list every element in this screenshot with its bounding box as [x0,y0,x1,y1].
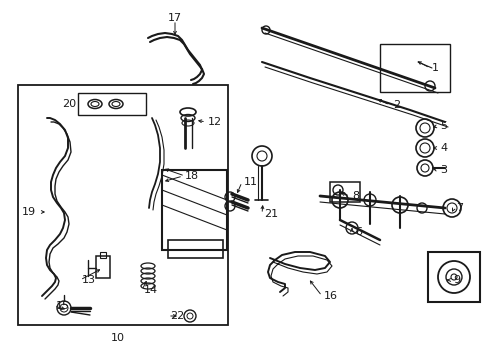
Bar [162,170,226,250]
Text: 18: 18 [184,171,199,181]
Text: 10: 10 [111,333,125,343]
Text: 11: 11 [244,177,258,187]
Text: 7: 7 [455,203,462,213]
Bar [329,182,359,202]
Bar [379,44,449,92]
Text: 14: 14 [143,285,158,295]
Text: 2: 2 [392,100,399,110]
Text: 22: 22 [170,311,184,321]
Text: 5: 5 [439,121,446,131]
Text: 17: 17 [167,13,182,23]
Text: 12: 12 [207,117,222,127]
Text: 19: 19 [22,207,36,217]
Text: 20: 20 [62,99,76,109]
Bar [18,85,227,325]
Text: 6: 6 [354,227,361,237]
Bar [78,93,146,115]
Text: 4: 4 [439,143,446,153]
Text: 8: 8 [351,191,358,201]
Text: 15: 15 [56,301,70,311]
Text: 16: 16 [324,291,337,301]
Bar [168,240,223,258]
Text: 13: 13 [82,275,96,285]
Bar [427,252,479,302]
Text: 9: 9 [452,275,459,285]
Text: 1: 1 [431,63,438,73]
Bar [96,256,110,278]
Text: 21: 21 [264,209,278,219]
Bar [100,252,106,258]
Text: 3: 3 [439,165,446,175]
